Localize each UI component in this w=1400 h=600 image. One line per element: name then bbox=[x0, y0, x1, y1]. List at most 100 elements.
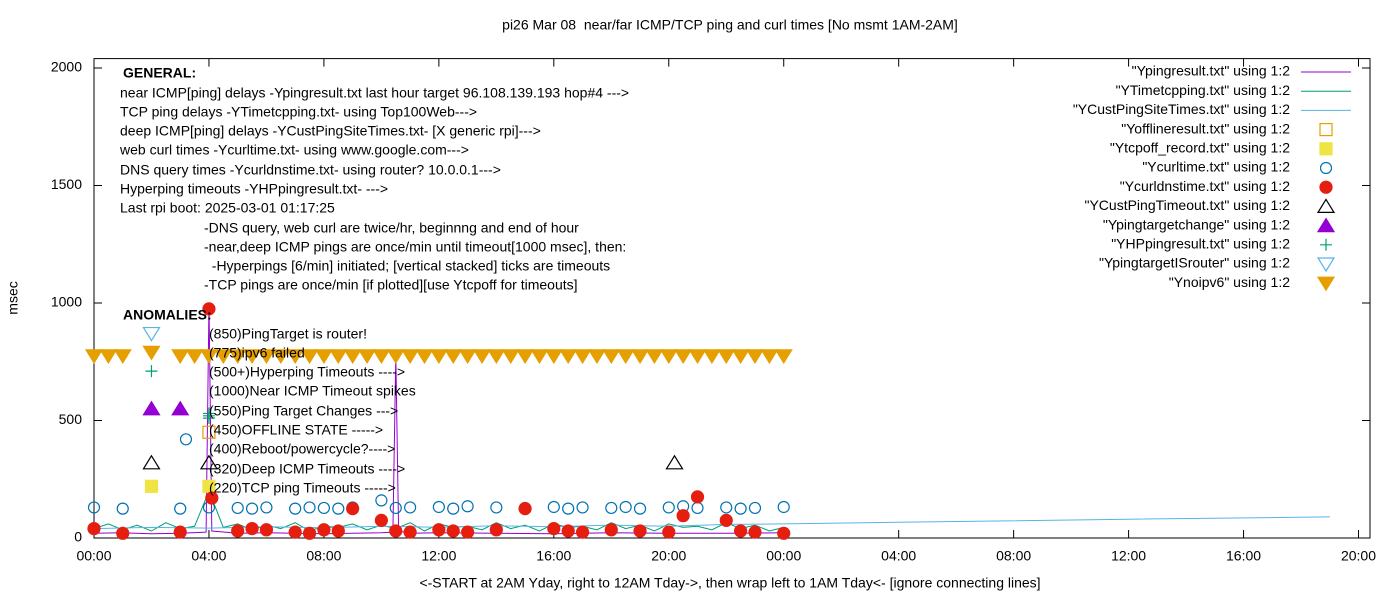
y-axis-label: msec bbox=[5, 281, 21, 314]
data-point bbox=[702, 349, 721, 365]
data-point bbox=[587, 349, 607, 365]
data-point bbox=[688, 349, 707, 365]
data-point bbox=[748, 501, 762, 515]
legend-symbol bbox=[1320, 238, 1332, 251]
data-point bbox=[731, 349, 750, 365]
legend-symbol bbox=[1316, 198, 1336, 213]
data-point bbox=[142, 454, 161, 470]
data-point bbox=[562, 502, 575, 515]
data-point bbox=[329, 349, 348, 365]
data-point bbox=[372, 349, 391, 365]
data-point bbox=[202, 412, 215, 425]
annotation: -Hyperpings [6/min] initiated; [vertical… bbox=[204, 258, 610, 274]
data-point bbox=[231, 501, 244, 515]
data-point bbox=[734, 524, 748, 538]
data-point bbox=[288, 525, 302, 539]
data-point bbox=[375, 494, 388, 507]
data-point bbox=[174, 502, 187, 515]
annotation: DNS query times -Ycurldnstime.txt- using… bbox=[120, 162, 501, 178]
x-tick-label: 16:00 bbox=[1226, 548, 1261, 564]
y-tick-label: 1500 bbox=[51, 176, 82, 192]
data-point bbox=[616, 349, 635, 365]
data-point bbox=[429, 349, 448, 365]
data-point bbox=[87, 501, 101, 514]
data-point bbox=[691, 501, 704, 515]
annotation: (450)OFFLINE STATE -----> bbox=[209, 422, 383, 438]
x-tick-label: 08:00 bbox=[306, 548, 341, 564]
data-point bbox=[116, 502, 129, 515]
data-point bbox=[547, 500, 560, 514]
data-point bbox=[331, 524, 345, 538]
legend-label: "Ypingtargetchange" using 1:2 bbox=[1103, 216, 1290, 232]
data-point bbox=[202, 302, 216, 316]
data-point bbox=[99, 349, 118, 365]
legend-label: "YTimetcpping.txt" using 1:2 bbox=[1116, 82, 1291, 98]
data-point bbox=[303, 501, 316, 514]
data-point bbox=[228, 349, 247, 365]
legend-label: "YCustPingSiteTimes.txt" using 1:2 bbox=[1073, 101, 1290, 117]
legend-symbol bbox=[1319, 142, 1333, 156]
data-point bbox=[633, 502, 647, 515]
data-point bbox=[490, 501, 503, 514]
legend-symbol bbox=[1319, 180, 1333, 194]
data-point bbox=[231, 524, 245, 538]
data-point bbox=[530, 349, 549, 365]
data-point bbox=[575, 525, 590, 539]
data-point bbox=[173, 525, 187, 539]
data-point bbox=[87, 521, 101, 536]
data-point bbox=[374, 513, 388, 527]
data-point bbox=[271, 349, 290, 365]
chart-title: pi26 Mar 08 near/far ICMP/TCP ping and c… bbox=[502, 17, 958, 33]
annotation: near ICMP[ping] delays -Ypingresult.txt … bbox=[120, 85, 629, 101]
annotation: -DNS query, web curl are twice/hr, begin… bbox=[204, 220, 579, 236]
legend-label: "Ytcpoff_record.txt" using 1:2 bbox=[1110, 140, 1290, 156]
data-point bbox=[748, 525, 762, 539]
annotation: (775)ipv6 failed bbox=[209, 345, 305, 361]
data-point bbox=[604, 523, 618, 537]
y-tick-label: 0 bbox=[74, 529, 82, 545]
x-tick-label: 20:00 bbox=[1341, 548, 1376, 564]
data-point bbox=[289, 502, 302, 515]
data-point bbox=[516, 349, 535, 365]
x-axis-label: <-START at 2AM Yday, right to 12AM Tday-… bbox=[419, 575, 1040, 591]
data-point bbox=[415, 349, 434, 365]
data-point bbox=[720, 501, 733, 514]
legend-label: "YCustPingTimeout.txt" using 1:2 bbox=[1084, 197, 1290, 213]
data-point bbox=[559, 349, 578, 365]
data-point bbox=[403, 525, 417, 539]
data-point bbox=[461, 500, 474, 513]
data-point bbox=[717, 349, 736, 365]
y-tick-label: 1000 bbox=[51, 294, 82, 310]
data-point bbox=[199, 349, 219, 365]
data-point bbox=[257, 349, 276, 365]
annotation: web curl times -Ycurltime.txt- using www… bbox=[119, 142, 469, 158]
annotation: -near,deep ICMP pings are once/min until… bbox=[204, 239, 626, 255]
data-point bbox=[245, 502, 259, 515]
legend-label: "Ypingresult.txt" using 1:2 bbox=[1132, 63, 1291, 79]
data-point bbox=[674, 349, 693, 365]
plot-frame bbox=[93, 58, 1371, 539]
data-point bbox=[662, 501, 675, 514]
legend-label: "YpingtargetISrouter" using 1:2 bbox=[1099, 255, 1290, 271]
data-point bbox=[302, 526, 317, 540]
annotation: (320)Deep ICMP Timeouts ----> bbox=[209, 461, 405, 477]
x-tick-label: 16:00 bbox=[536, 548, 571, 564]
data-point bbox=[179, 433, 193, 446]
data-point bbox=[444, 349, 463, 365]
annotation: (500+)Hyperping Timeouts ----> bbox=[209, 364, 405, 380]
data-point bbox=[777, 526, 791, 540]
data-point bbox=[501, 349, 520, 365]
series-line bbox=[93, 516, 1330, 530]
data-point bbox=[389, 501, 402, 515]
data-point bbox=[633, 524, 647, 538]
data-point bbox=[487, 349, 506, 365]
data-point bbox=[576, 501, 589, 514]
annotation: GENERAL: bbox=[123, 65, 196, 81]
annotation: deep ICMP[ping] delays -YCustPingSiteTim… bbox=[120, 123, 541, 139]
data-point bbox=[300, 349, 319, 365]
x-tick-label: 04:00 bbox=[881, 548, 916, 564]
data-point bbox=[458, 349, 477, 365]
data-point bbox=[142, 345, 161, 361]
legend-symbol bbox=[1316, 276, 1336, 292]
data-point bbox=[259, 523, 274, 537]
